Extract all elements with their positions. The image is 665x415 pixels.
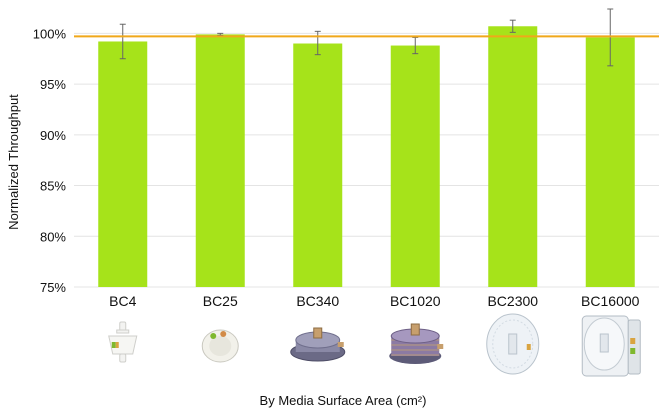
y-tick-label: 100% bbox=[33, 26, 67, 41]
x-tick-label: BC16000 bbox=[581, 293, 640, 309]
y-axis-title: Normalized Throughput bbox=[6, 94, 21, 230]
x-tick-label: BC4 bbox=[109, 293, 136, 309]
product-images bbox=[108, 313, 641, 377]
x-tick-label: BC340 bbox=[296, 293, 339, 309]
x-tick-label: BC2300 bbox=[487, 293, 538, 309]
y-tick-label: 75% bbox=[40, 280, 66, 295]
stacked-disc-filter-icon bbox=[389, 323, 444, 364]
error-bars bbox=[119, 8, 614, 67]
grid-lines bbox=[74, 32, 659, 288]
bar-bc1020 bbox=[390, 45, 440, 288]
large-disc-filter-icon bbox=[486, 313, 540, 375]
y-tick-labels: 75% 80% 85% 90% 95% 100% bbox=[33, 26, 67, 295]
bars bbox=[98, 26, 635, 288]
x-tick-label: BC25 bbox=[203, 293, 238, 309]
y-tick-label: 90% bbox=[40, 128, 66, 143]
small-capsule-filter-icon bbox=[108, 321, 138, 363]
bar-bc340 bbox=[293, 43, 343, 287]
y-tick-label: 80% bbox=[40, 229, 66, 244]
error-bar-bc4 bbox=[119, 23, 126, 60]
bar-bc4 bbox=[98, 41, 148, 288]
y-tick-label: 95% bbox=[40, 77, 66, 92]
y-tick-label: 85% bbox=[40, 179, 66, 194]
x-axis-title: By Media Surface Area (cm²) bbox=[260, 393, 427, 408]
error-bar-bc340 bbox=[314, 30, 321, 56]
disc-capsule-filter-icon bbox=[290, 327, 346, 362]
error-bar-bc1020 bbox=[412, 36, 419, 55]
bar-bc16000 bbox=[585, 37, 635, 288]
error-bar-bc16000 bbox=[607, 8, 614, 67]
x-tick-label: BC1020 bbox=[390, 293, 441, 309]
error-bar-bc2300 bbox=[509, 19, 516, 33]
large-stacked-filter-icon bbox=[581, 315, 641, 377]
bar-bc25 bbox=[195, 34, 245, 288]
bar-bc2300 bbox=[488, 26, 538, 288]
error-bar-bc25 bbox=[217, 32, 224, 36]
round-capsule-filter-icon bbox=[201, 329, 239, 363]
x-tick-labels: BC4 BC25 BC340 BC1020 BC2300 BC16000 bbox=[109, 293, 640, 309]
